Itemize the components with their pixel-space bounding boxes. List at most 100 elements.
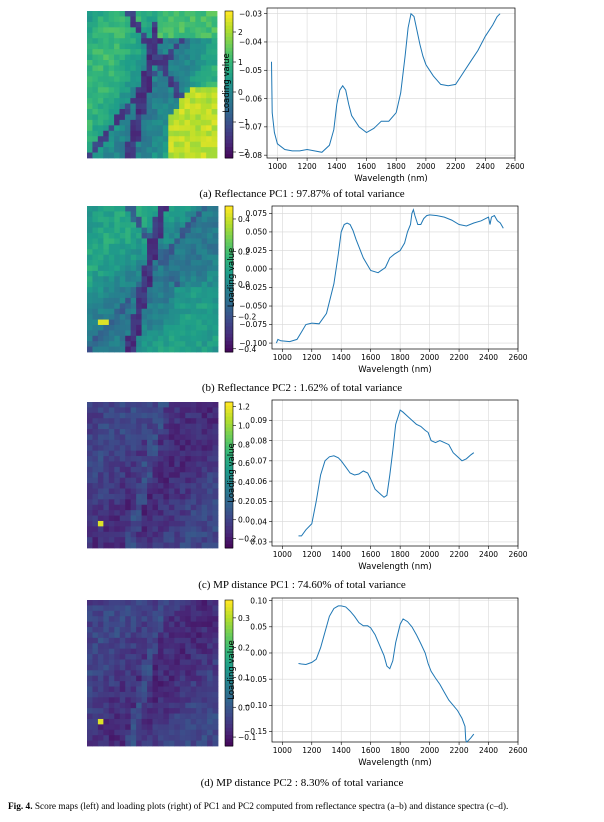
map-cell <box>141 686 148 693</box>
map-cell <box>103 456 110 462</box>
map-cell <box>136 675 142 682</box>
map-cell <box>87 287 93 293</box>
map-cell <box>130 434 137 441</box>
map-cell <box>103 439 110 446</box>
map-cell <box>97 21 104 28</box>
map-cell <box>87 600 93 606</box>
y-tick-label: −0.06 <box>239 94 262 103</box>
map-cell <box>152 493 159 500</box>
map-cell <box>124 38 131 45</box>
map-cell <box>179 54 185 61</box>
map-cell <box>141 429 148 435</box>
map-cell <box>103 27 110 34</box>
map-cell <box>174 260 181 266</box>
map-cell <box>130 402 137 408</box>
map-cell <box>147 600 153 606</box>
map-cell <box>114 697 121 704</box>
map-cell <box>174 724 181 731</box>
colorbar-step <box>225 621 233 627</box>
map-cell <box>207 654 213 660</box>
map-cell <box>108 691 115 698</box>
map-cell <box>212 499 219 506</box>
map-cell <box>152 276 159 283</box>
colorbar-step <box>225 658 233 663</box>
map-cell <box>119 222 126 229</box>
map-cell <box>157 445 164 452</box>
map-cell <box>168 265 175 272</box>
map-cell <box>157 450 164 457</box>
map-cell <box>92 297 99 304</box>
map-cell <box>87 92 93 99</box>
map-cell <box>130 87 137 94</box>
map-cell <box>103 43 110 50</box>
map-cell <box>124 27 131 34</box>
map-cell <box>152 341 159 347</box>
map-cell <box>147 233 153 239</box>
map-cell <box>163 520 170 527</box>
map-cell <box>211 32 218 39</box>
map-cell <box>125 691 132 698</box>
map-cell <box>97 691 104 698</box>
y-tick-label: −0.04 <box>239 38 262 47</box>
map-cell <box>212 621 219 628</box>
map-cell <box>207 335 213 342</box>
map-cell <box>97 297 104 304</box>
map-cell <box>185 439 192 446</box>
map-cell <box>141 488 148 495</box>
y-tick-label: −0.05 <box>244 675 267 684</box>
map-cell <box>185 412 192 419</box>
map-cell <box>179 152 185 159</box>
map-cell <box>212 600 219 606</box>
map-cell <box>190 499 197 506</box>
map-cell <box>119 735 126 741</box>
map-cell <box>108 87 115 94</box>
map-cell <box>114 87 120 94</box>
map-cell <box>92 141 99 148</box>
map-cell <box>163 697 170 704</box>
panel-caption: (a) Reflectance PC1 : 97.87% of total va… <box>199 188 405 200</box>
map-cell <box>125 303 132 310</box>
map-cell <box>147 675 153 682</box>
colorbar-step <box>225 36 233 41</box>
map-cell <box>163 287 170 293</box>
map-cell <box>190 483 197 489</box>
map-cell <box>130 270 137 277</box>
map-cell <box>162 76 169 83</box>
map-cell <box>97 729 104 736</box>
map-cell <box>196 708 203 714</box>
map-cell <box>157 627 164 633</box>
map-cell <box>157 314 164 320</box>
y-tick-label: −0.10 <box>244 701 267 710</box>
map-cell <box>114 691 121 698</box>
map-cell <box>196 702 203 709</box>
map-cell <box>92 70 99 77</box>
map-cell <box>163 434 170 441</box>
map-cell <box>196 429 203 435</box>
map-cell <box>103 542 110 549</box>
map-cell <box>184 43 191 50</box>
colorbar-step <box>225 124 233 130</box>
map-cell <box>135 70 142 77</box>
map-cell <box>184 114 191 121</box>
map-cell <box>152 621 159 628</box>
colorbar-step <box>225 434 233 439</box>
map-cell <box>97 227 104 234</box>
map-cell <box>207 297 213 304</box>
y-tick-label: 0.05 <box>250 623 267 632</box>
map-cell <box>125 222 132 229</box>
map-cell <box>87 211 93 218</box>
map-cell <box>92 466 99 473</box>
map-cell <box>119 27 126 34</box>
map-cell <box>185 483 192 489</box>
map-cell <box>103 515 110 522</box>
map-cell <box>189 16 196 23</box>
map-cell <box>207 206 213 212</box>
map-cell <box>207 493 213 500</box>
map-cell <box>119 708 126 714</box>
map-cell <box>168 206 175 212</box>
map-cell <box>152 109 158 115</box>
map-cell <box>141 526 148 533</box>
map-cell <box>108 11 115 17</box>
map-cell <box>114 659 121 666</box>
map-cell <box>196 265 203 272</box>
